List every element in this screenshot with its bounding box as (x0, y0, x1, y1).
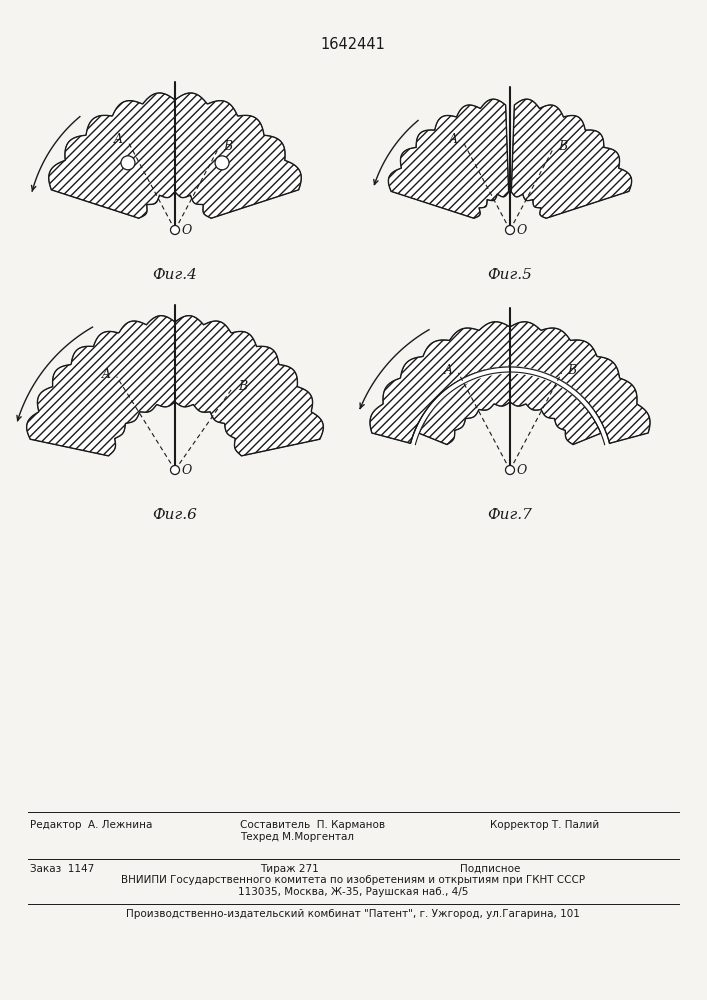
Circle shape (215, 156, 229, 170)
Text: A: A (448, 133, 457, 146)
Polygon shape (419, 372, 601, 445)
Text: Подписное: Подписное (460, 864, 520, 874)
Text: ВНИИПИ Государственного комитета по изобретениям и открытиям при ГКНТ СССР: ВНИИПИ Государственного комитета по изоб… (121, 875, 585, 885)
Text: O: O (517, 464, 527, 477)
Circle shape (170, 466, 180, 475)
Circle shape (506, 226, 515, 234)
Polygon shape (388, 99, 508, 218)
Text: B: B (559, 140, 568, 153)
Text: Производственно-издательский комбинат "Патент", г. Ужгород, ул.Гагарина, 101: Производственно-издательский комбинат "П… (126, 909, 580, 919)
Circle shape (170, 226, 180, 234)
Text: B: B (238, 380, 247, 393)
Text: Техред М.Моргентал: Техред М.Моргентал (240, 832, 354, 842)
Circle shape (506, 466, 515, 475)
Text: A: A (103, 368, 111, 381)
Circle shape (121, 156, 135, 170)
Text: O: O (182, 224, 192, 236)
Polygon shape (27, 316, 323, 456)
Polygon shape (49, 93, 301, 218)
Polygon shape (370, 322, 650, 443)
Text: 113035, Москва, Ж-35, Раушская наб., 4/5: 113035, Москва, Ж-35, Раушская наб., 4/5 (238, 887, 468, 897)
Text: Фиг.6: Фиг.6 (153, 508, 197, 522)
Text: A: A (114, 133, 122, 146)
Text: B: B (223, 140, 233, 153)
Text: Корректор Т. Палий: Корректор Т. Палий (490, 820, 600, 830)
Text: Заказ  1147: Заказ 1147 (30, 864, 94, 874)
Text: Редактор  А. Лежнина: Редактор А. Лежнина (30, 820, 153, 830)
Text: A: A (444, 364, 453, 377)
Text: 1642441: 1642441 (320, 37, 385, 52)
Text: B: B (567, 364, 576, 377)
Text: Фиг.7: Фиг.7 (488, 508, 532, 522)
Text: O: O (182, 464, 192, 477)
Text: O: O (517, 224, 527, 236)
Text: Фиг.5: Фиг.5 (488, 268, 532, 282)
Text: Фиг.4: Фиг.4 (153, 268, 197, 282)
Text: Тираж 271: Тираж 271 (260, 864, 319, 874)
Polygon shape (511, 99, 631, 218)
Text: Составитель  П. Карманов: Составитель П. Карманов (240, 820, 385, 830)
